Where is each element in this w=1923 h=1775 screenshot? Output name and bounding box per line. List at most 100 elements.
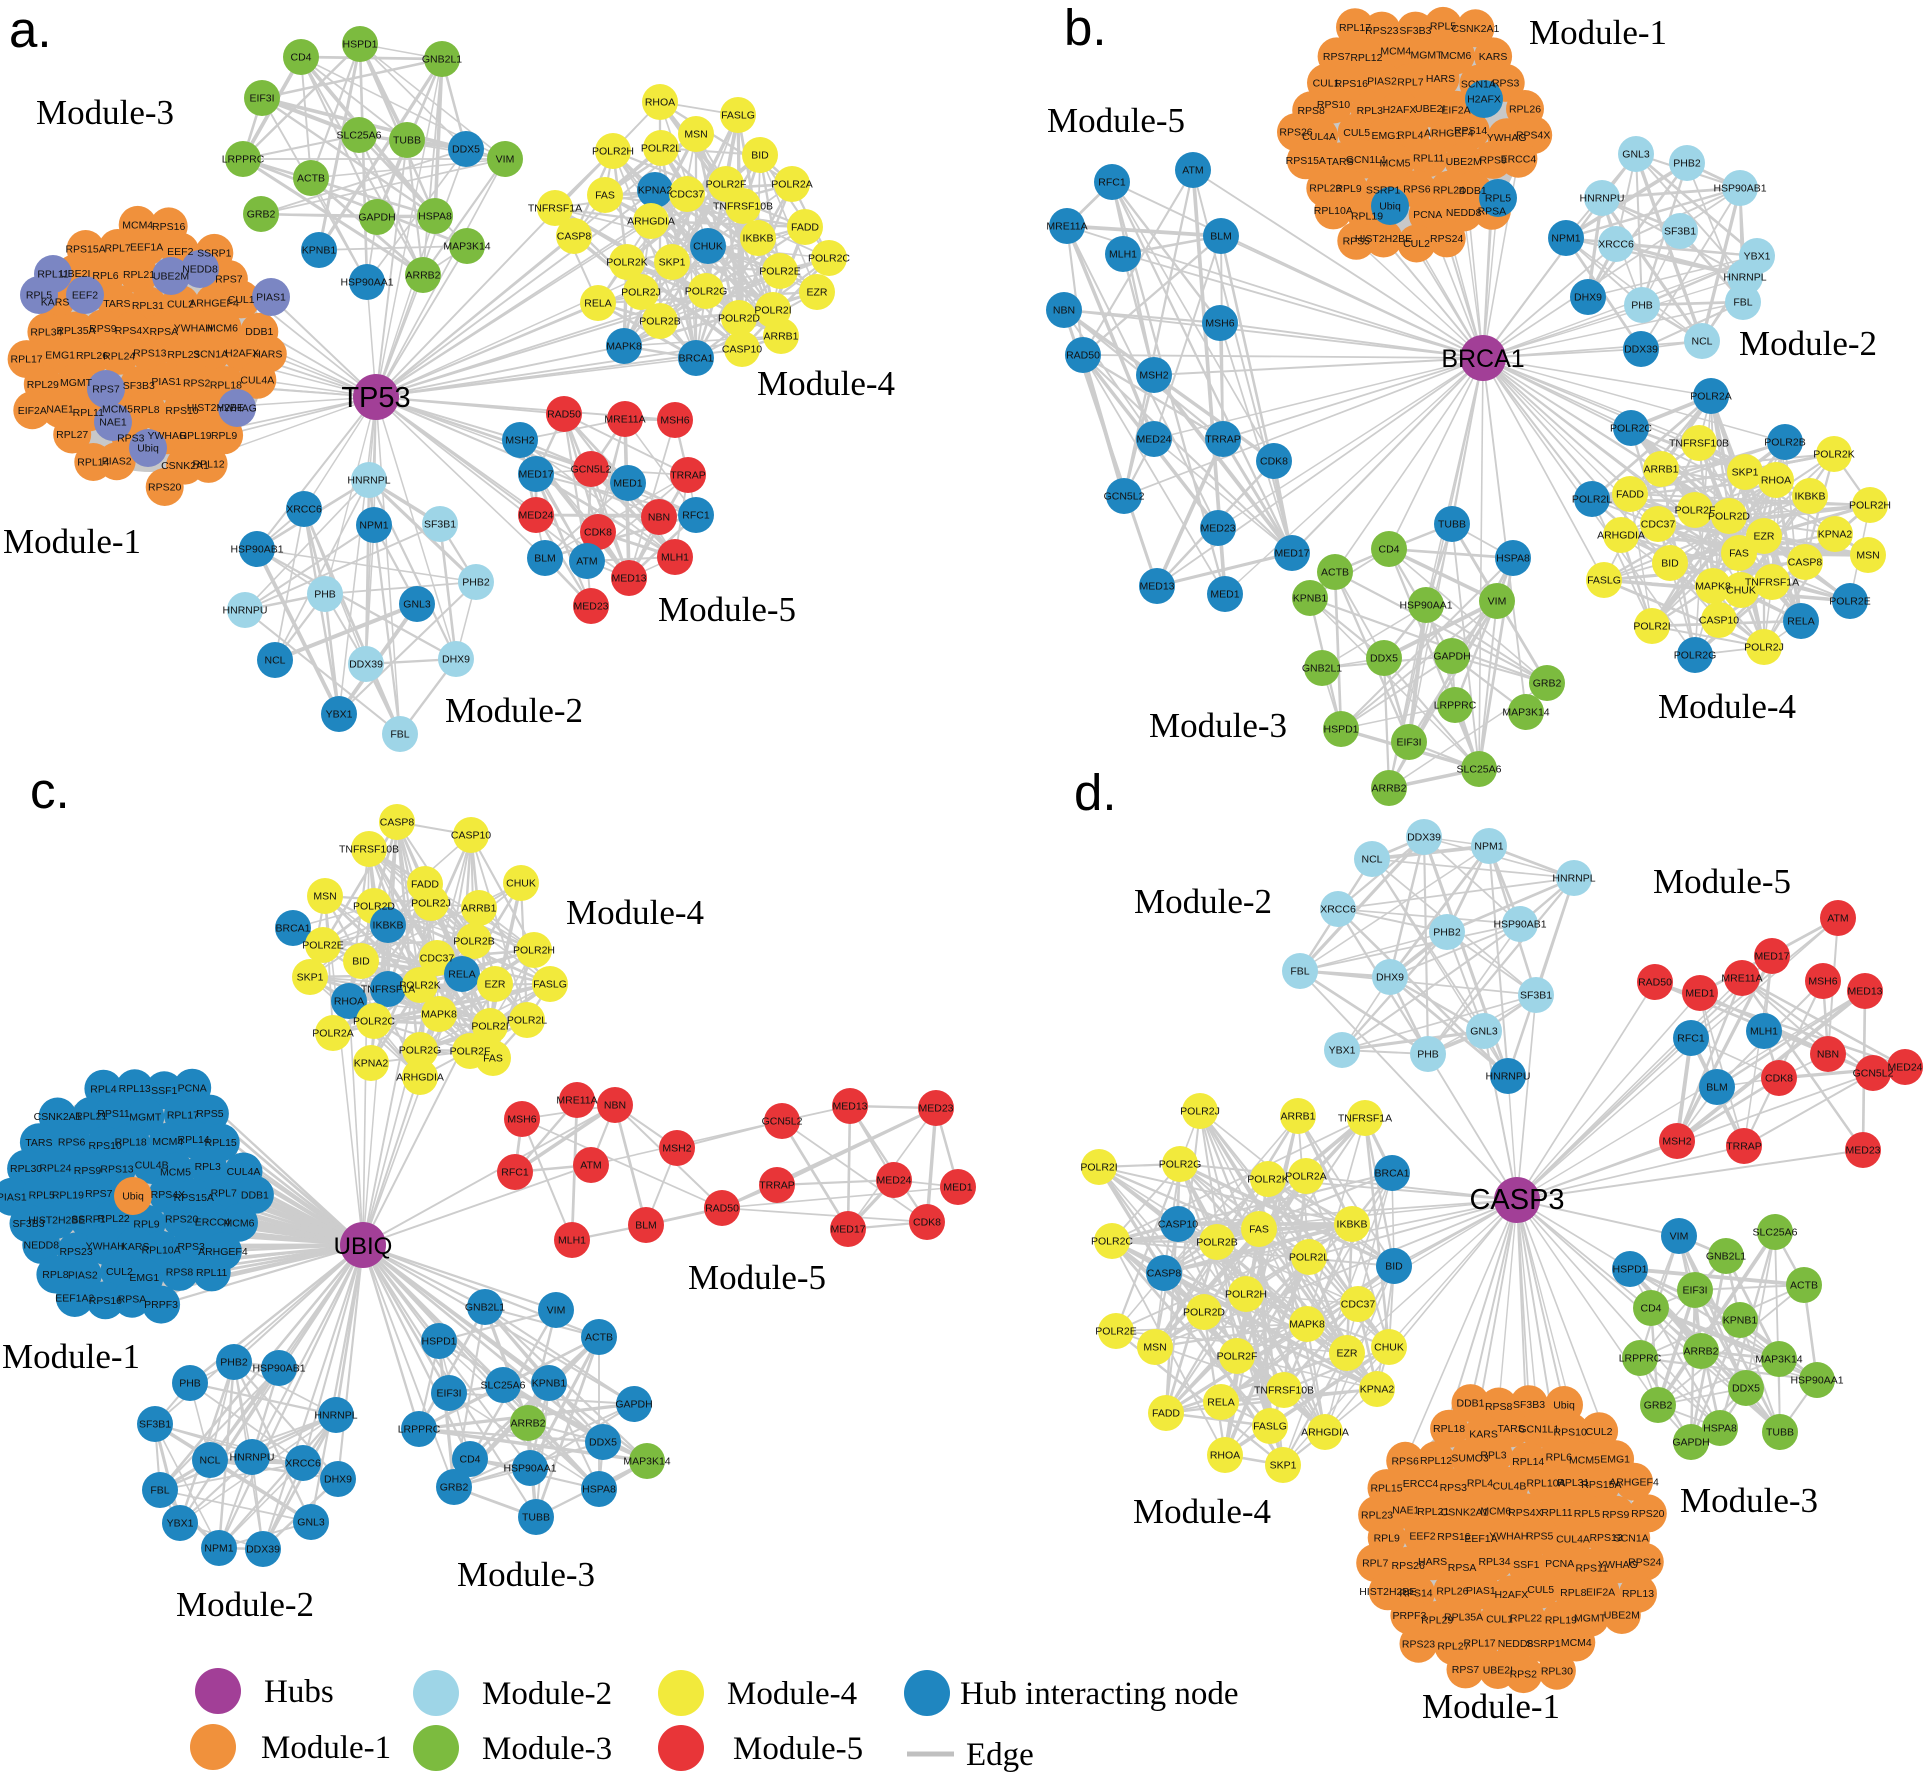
svg-text:FADD: FADD — [791, 222, 819, 234]
svg-text:RPL12: RPL12 — [1350, 52, 1382, 64]
svg-text:FADD: FADD — [411, 879, 439, 891]
svg-text:HSP90AB1: HSP90AB1 — [1713, 183, 1766, 195]
svg-text:MED13: MED13 — [832, 1101, 867, 1113]
svg-text:POLR2B: POLR2B — [1764, 437, 1805, 449]
svg-text:ARRB1: ARRB1 — [1280, 1111, 1315, 1123]
svg-text:MED17: MED17 — [830, 1224, 865, 1236]
svg-text:RPS2: RPS2 — [1510, 1669, 1538, 1681]
svg-text:EEF1A2: EEF1A2 — [55, 1293, 94, 1305]
svg-text:HIST2H2BE: HIST2H2BE — [28, 1214, 85, 1226]
svg-text:YWHAG: YWHAG — [147, 430, 187, 442]
svg-text:MLH1: MLH1 — [558, 1235, 586, 1247]
svg-text:PCNA: PCNA — [178, 1082, 207, 1094]
svg-text:PIAS2: PIAS2 — [102, 456, 132, 468]
svg-text:Hub interacting node: Hub interacting node — [960, 1676, 1239, 1712]
svg-text:SKP1: SKP1 — [659, 257, 686, 269]
svg-text:MAPK8: MAPK8 — [606, 341, 642, 353]
svg-text:RPL18: RPL18 — [115, 1137, 147, 1149]
svg-text:HSP90AB1: HSP90AB1 — [230, 544, 283, 556]
svg-text:RPS10: RPS10 — [1554, 1426, 1587, 1438]
svg-text:Module-5: Module-5 — [658, 590, 796, 629]
svg-text:RPL8: RPL8 — [1560, 1587, 1586, 1599]
svg-text:POLR2D: POLR2D — [1708, 511, 1750, 523]
svg-text:SSRP1: SSRP1 — [197, 248, 232, 260]
svg-text:RPS20: RPS20 — [165, 1213, 198, 1225]
svg-text:RPL18: RPL18 — [210, 380, 242, 392]
svg-text:EEF2: EEF2 — [167, 246, 193, 258]
svg-text:TP53: TP53 — [341, 382, 410, 414]
svg-text:Module-2: Module-2 — [482, 1676, 612, 1712]
svg-text:SCN1A: SCN1A — [193, 348, 228, 360]
svg-text:H2AFX: H2AFX — [1467, 94, 1501, 106]
svg-text:RPS9: RPS9 — [89, 323, 117, 335]
svg-text:CHUK: CHUK — [693, 241, 723, 253]
svg-text:Ubiq: Ubiq — [1379, 201, 1401, 213]
svg-text:KPNB1: KPNB1 — [1723, 1315, 1758, 1327]
svg-text:POLR2L: POLR2L — [1289, 1252, 1329, 1264]
svg-text:KPNA2: KPNA2 — [1360, 1384, 1395, 1396]
svg-text:DDX39: DDX39 — [1624, 344, 1658, 356]
svg-text:HNRNPU: HNRNPU — [1486, 1071, 1531, 1083]
svg-text:RPL17: RPL17 — [1339, 22, 1371, 34]
svg-text:EEF1A: EEF1A — [1464, 1533, 1497, 1545]
svg-text:UBE2M: UBE2M — [1446, 156, 1482, 168]
svg-text:MRE11A: MRE11A — [556, 1095, 597, 1107]
svg-text:RPL24: RPL24 — [103, 350, 135, 362]
svg-text:SSRP1: SSRP1 — [1526, 1638, 1561, 1650]
svg-text:RPL21: RPL21 — [123, 269, 155, 281]
svg-text:RPS6: RPS6 — [58, 1137, 86, 1149]
svg-text:TRRAP: TRRAP — [670, 470, 706, 482]
svg-text:RPL14: RPL14 — [1512, 1456, 1544, 1468]
svg-text:POLR2J: POLR2J — [621, 287, 661, 299]
svg-text:RPS7: RPS7 — [85, 1188, 113, 1200]
svg-text:RPS9: RPS9 — [1602, 1509, 1630, 1521]
svg-text:MCM4: MCM4 — [122, 219, 153, 231]
svg-text:MED13: MED13 — [1139, 581, 1174, 593]
svg-text:RFC1: RFC1 — [501, 1167, 529, 1179]
svg-text:CASP10: CASP10 — [722, 344, 762, 356]
svg-text:RPL12: RPL12 — [193, 458, 225, 470]
svg-text:CUL4B: CUL4B — [135, 1160, 169, 1172]
svg-text:RPS15A: RPS15A — [174, 1192, 214, 1204]
svg-text:BRCA1: BRCA1 — [1441, 345, 1524, 373]
svg-text:RPS8: RPS8 — [166, 1267, 194, 1279]
svg-text:NEDD8: NEDD8 — [1498, 1638, 1534, 1650]
svg-text:RPL4: RPL4 — [1397, 129, 1423, 141]
svg-text:POLR2G: POLR2G — [685, 286, 728, 298]
svg-text:Hubs: Hubs — [264, 1674, 334, 1710]
svg-text:RPS5: RPS5 — [1526, 1530, 1554, 1542]
svg-text:RPS11: RPS11 — [97, 1108, 130, 1120]
svg-text:Module-1: Module-1 — [1422, 1687, 1560, 1726]
svg-text:RPL18: RPL18 — [1433, 1423, 1465, 1435]
svg-text:FAS: FAS — [1249, 1224, 1269, 1236]
svg-text:DHX9: DHX9 — [324, 1474, 352, 1486]
svg-text:CDK8: CDK8 — [1765, 1073, 1793, 1085]
svg-text:BRCA1: BRCA1 — [275, 923, 310, 935]
svg-text:XRCC6: XRCC6 — [1598, 239, 1634, 251]
svg-text:RPL17: RPL17 — [167, 1110, 199, 1122]
svg-text:POLR2I: POLR2I — [1633, 621, 1670, 633]
svg-text:Module-2: Module-2 — [1134, 882, 1272, 921]
svg-text:ARRB2: ARRB2 — [510, 1418, 545, 1430]
svg-text:SF3B3: SF3B3 — [123, 380, 155, 392]
svg-text:BRCA1: BRCA1 — [678, 353, 713, 365]
svg-text:MGMT: MGMT — [1410, 50, 1443, 62]
svg-text:POLR2G: POLR2G — [1674, 650, 1717, 662]
svg-text:RPL27: RPL27 — [1437, 1641, 1469, 1653]
svg-text:RPL19: RPL19 — [180, 430, 212, 442]
svg-text:POLR2E: POLR2E — [1829, 596, 1870, 608]
svg-text:RPS10: RPS10 — [89, 1140, 122, 1152]
svg-text:TUBB: TUBB — [522, 1512, 550, 1524]
svg-text:RPS16: RPS16 — [1335, 78, 1368, 90]
svg-text:POLR2A: POLR2A — [1690, 391, 1731, 403]
svg-text:RPL4: RPL4 — [90, 1083, 116, 1095]
svg-text:RPS16: RPS16 — [89, 1295, 122, 1307]
svg-text:MAP3K14: MAP3K14 — [443, 241, 490, 253]
svg-text:CD4: CD4 — [1378, 544, 1399, 556]
svg-text:IKBKB: IKBKB — [743, 233, 774, 245]
svg-text:CUL2: CUL2 — [106, 1266, 133, 1278]
svg-text:MLH1: MLH1 — [661, 552, 689, 564]
svg-text:EIF2A: EIF2A — [18, 405, 47, 417]
svg-text:SLC25A6: SLC25A6 — [337, 130, 382, 142]
svg-text:Module-5: Module-5 — [733, 1731, 863, 1767]
